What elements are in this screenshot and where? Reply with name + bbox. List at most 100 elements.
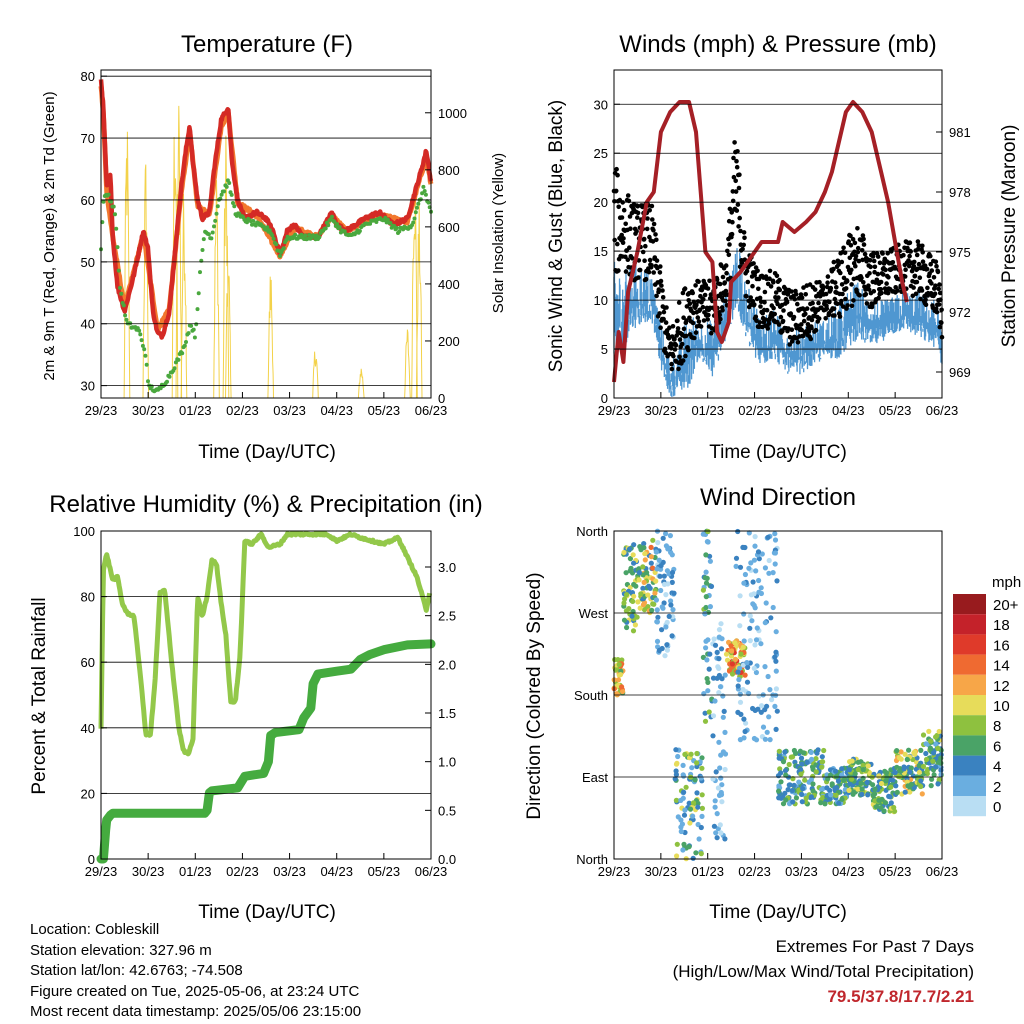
gust-point [680, 290, 686, 296]
direction-point [654, 607, 660, 613]
gust-point [705, 317, 710, 322]
dewpoint-point [140, 343, 145, 348]
direction-point [865, 763, 871, 769]
winds-y-label: Sonic Wind & Gust (Blue, Black) [546, 100, 567, 372]
direction-point [720, 693, 726, 699]
y-tick-label: 60 [81, 655, 95, 670]
gust-point [859, 275, 864, 281]
direction-point [896, 755, 902, 761]
figure-created: Figure created on Tue, 2025-05-06, at 23… [30, 982, 360, 1000]
gust-point [670, 324, 676, 329]
gust-point [658, 278, 664, 284]
direction-point [626, 606, 632, 612]
gust-point [621, 236, 626, 241]
direction-point [918, 783, 924, 790]
gust-point [654, 258, 660, 263]
x-tick-label: 03/23 [273, 864, 306, 879]
colorbar-label: 8 [993, 718, 1001, 735]
direction-point [699, 805, 706, 812]
direction-point [694, 750, 700, 757]
direction-point [919, 791, 925, 797]
y2-tick-label: 1.5 [438, 706, 456, 721]
gust-point [809, 317, 815, 323]
x-tick-label: 03/23 [785, 864, 818, 879]
direction-point [659, 645, 665, 652]
gust-point [832, 313, 837, 318]
gust-point [841, 245, 846, 251]
direction-point [619, 684, 625, 690]
direction-point [740, 644, 746, 650]
direction-point [698, 775, 704, 781]
gust-point [855, 249, 861, 255]
direction-point [714, 649, 720, 656]
direction-point [631, 560, 637, 566]
gust-point [868, 264, 873, 270]
gust-point [777, 277, 782, 283]
y-tick-label: 30 [81, 379, 95, 394]
gust-point [934, 263, 939, 269]
dewpoint-point [114, 226, 119, 231]
direction-point [615, 677, 622, 683]
direction-point [804, 759, 810, 766]
direction-point [629, 613, 635, 619]
direction-point [630, 552, 636, 558]
direction-point [776, 748, 782, 754]
direction-point [694, 790, 700, 796]
dewpoint-point [182, 343, 187, 348]
direction-point [750, 601, 756, 607]
direction-point [894, 789, 900, 796]
direction-point [718, 775, 724, 781]
gust-point [693, 283, 698, 288]
gust-point [649, 263, 654, 268]
direction-point [913, 759, 920, 765]
direction-point [891, 804, 897, 811]
direction-point [860, 775, 866, 781]
direction-point [690, 800, 697, 806]
gust-point [733, 178, 738, 184]
direction-point [747, 638, 753, 644]
gust-point [849, 303, 855, 309]
gust-point [707, 278, 712, 284]
direction-point [878, 805, 884, 811]
direction-point [916, 769, 923, 775]
gust-point [855, 245, 861, 251]
direction-point [689, 765, 695, 771]
gust-point [690, 320, 696, 326]
gust-point [929, 268, 935, 273]
y-tick-label: North [576, 852, 608, 867]
direction-point [778, 779, 784, 785]
direction-point [706, 666, 712, 672]
y2-tick-label: 0 [438, 391, 445, 406]
direction-point [712, 798, 718, 804]
gust-point [647, 208, 652, 213]
humidity-x-ticks: 29/23 30/23 01/23 02/23 03/23 04/23 05/23 06/23 [85, 853, 447, 879]
gust-point [647, 257, 653, 263]
gust-point [629, 255, 635, 261]
direction-point [762, 664, 768, 670]
gust-point [651, 221, 657, 227]
direction-point [796, 779, 802, 785]
direction-point [621, 617, 628, 623]
direction-point [766, 557, 772, 564]
dewpoint-point [213, 218, 218, 223]
gust-point [627, 245, 632, 250]
gust-point [906, 263, 912, 269]
dewpoint-point [192, 335, 197, 340]
direction-point [813, 756, 819, 762]
direction-point [664, 647, 671, 653]
colorbar-label: 20+ [993, 597, 1019, 614]
gust-point [885, 251, 890, 256]
direction-point [918, 747, 924, 754]
gust-point [714, 277, 720, 282]
x-tick-label: 02/23 [738, 403, 771, 418]
gust-point [658, 264, 663, 269]
direction-point [916, 763, 922, 769]
direction-point [624, 592, 630, 598]
dewpoint-point [224, 184, 229, 189]
gust-point [872, 264, 878, 270]
gust-point [848, 243, 854, 248]
direction-point [642, 551, 648, 557]
direction-point [658, 563, 664, 569]
direction-point [641, 545, 647, 551]
gust-point [642, 258, 647, 264]
